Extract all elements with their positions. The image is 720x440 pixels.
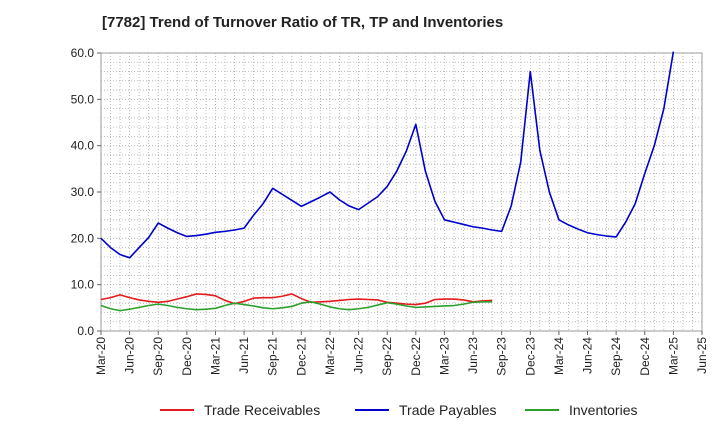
y-tick-label: 50.0: [71, 92, 95, 106]
x-tick-label: Mar-21: [208, 337, 222, 375]
x-tick-label: Jun-25: [695, 337, 709, 374]
x-tick-label: Sep-20: [151, 337, 165, 376]
y-tick-label: 60.0: [71, 46, 95, 60]
x-tick-label: Sep-23: [495, 337, 509, 376]
x-tick-label: Dec-21: [294, 337, 308, 376]
y-tick-label: 30.0: [71, 185, 95, 199]
legend-label: Trade Receivables: [204, 402, 320, 418]
legend-label: Inventories: [569, 402, 637, 418]
x-tick-label: Jun-23: [466, 337, 480, 374]
series-line-inventories: [100, 301, 493, 312]
x-tick-label: Jun-22: [352, 337, 366, 374]
x-tick-label: Dec-20: [180, 337, 194, 376]
series-line-trade-payables: [100, 51, 675, 259]
x-tick-label: Mar-25: [666, 337, 680, 375]
x-tick-label: Dec-22: [409, 337, 423, 376]
x-tick-label: Jun-24: [581, 337, 595, 374]
x-tick-label: Mar-22: [323, 337, 337, 375]
x-tick-label: Sep-24: [609, 337, 623, 376]
series-line-trade-receivables: [100, 293, 493, 306]
x-tick-label: Mar-20: [94, 337, 108, 375]
x-tick-label: Jun-21: [237, 337, 251, 374]
x-tick-label: Dec-24: [638, 337, 652, 376]
y-tick-label: 0.0: [77, 324, 94, 338]
x-tick-label: Sep-21: [266, 337, 280, 376]
legend-label: Trade Payables: [399, 402, 497, 418]
x-tick-label: Dec-23: [523, 337, 537, 376]
x-tick-label: Jun-20: [123, 337, 137, 374]
y-tick-label: 20.0: [71, 231, 95, 245]
x-tick-label: Sep-22: [380, 337, 394, 376]
chart-title: [7782] Trend of Turnover Ratio of TR, TP…: [102, 14, 504, 31]
x-tick-label: Mar-24: [552, 337, 566, 375]
x-tick-label: Mar-23: [437, 337, 451, 375]
y-tick-label: 40.0: [71, 139, 95, 153]
y-tick-label: 10.0: [71, 278, 95, 292]
